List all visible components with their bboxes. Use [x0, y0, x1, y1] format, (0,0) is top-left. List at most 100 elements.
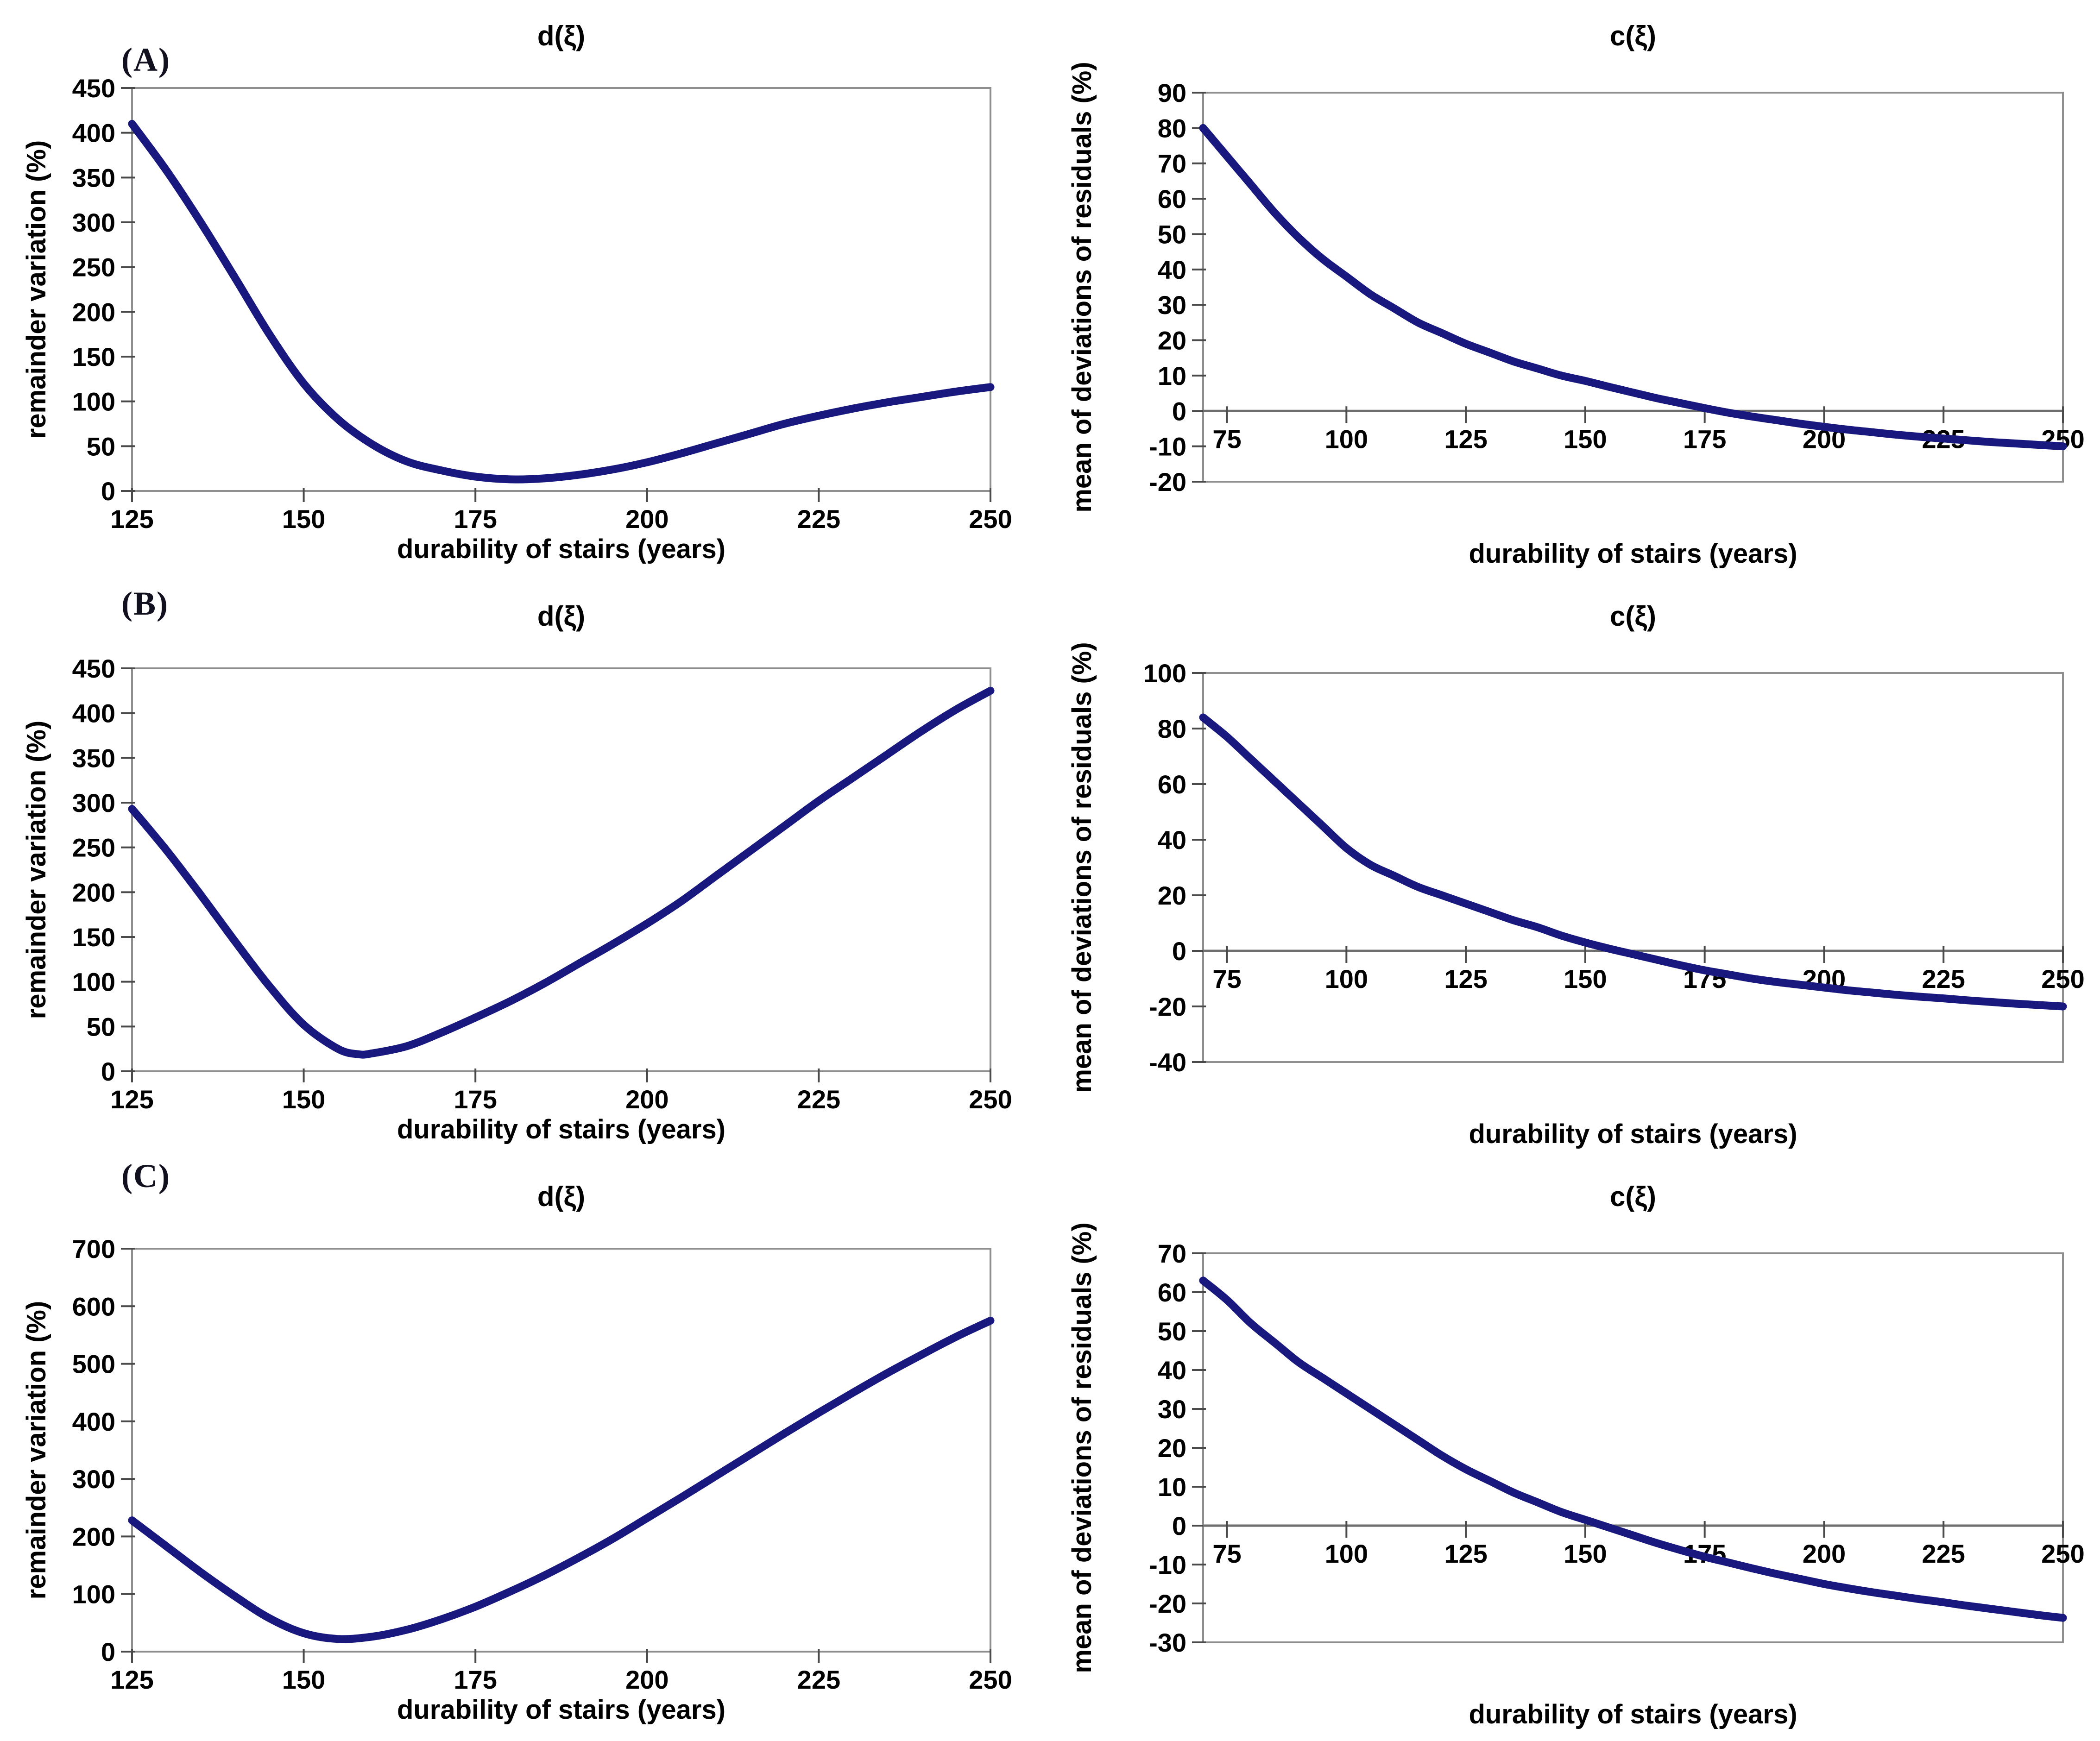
- plot-frame: [131, 87, 991, 492]
- y-tick-label: 150: [72, 923, 115, 952]
- x-tick-label: 175: [454, 1085, 497, 1114]
- chart-panel-a-c-xi: c(ξ) durability of stairs (years) mean of …: [1050, 0, 2100, 580]
- x-axis-label: durability of stairs (years): [397, 1114, 725, 1144]
- y-axis-label: remainder variation (%): [21, 140, 51, 439]
- x-tick-label: 200: [625, 1665, 668, 1694]
- y-axis-label: mean of deviations of residuals (%): [1067, 62, 1097, 512]
- data-curve: [128, 119, 995, 484]
- y-tick-label: 40: [1158, 255, 1186, 284]
- x-tick-label: 250: [2041, 964, 2084, 993]
- y-tick-label: 0: [101, 1057, 115, 1086]
- x-tick-label: 250: [969, 1085, 1012, 1114]
- x-tick-label: 175: [454, 504, 497, 534]
- plot-frame: [131, 667, 991, 1072]
- y-tick-label: -30: [1149, 1628, 1186, 1657]
- x-tick-label: 225: [797, 504, 840, 534]
- y-tick-label: 70: [1158, 149, 1186, 178]
- y-tick-label: 60: [1158, 770, 1186, 799]
- chart-canvas-a-c-xi: c(ξ) durability of stairs (years) mean of …: [1067, 20, 2085, 569]
- y-tick-label: 20: [1158, 881, 1186, 910]
- y-tick-label: 450: [72, 74, 115, 103]
- y-tick-label: 0: [101, 1637, 115, 1666]
- y-tick-label: 0: [1172, 1511, 1186, 1540]
- y-axis-label: remainder variation (%): [21, 721, 51, 1019]
- x-tick-label: 125: [110, 504, 153, 534]
- y-tick-label: 300: [72, 788, 115, 817]
- x-tick-label: 225: [1922, 964, 1965, 993]
- y-tick-label: -20: [1149, 1589, 1186, 1618]
- x-tick-label: 150: [1564, 424, 1607, 453]
- chart-title: c(ξ): [1610, 601, 1656, 632]
- x-tick-label: 125: [1444, 964, 1487, 993]
- y-tick-label: 50: [87, 1012, 115, 1041]
- x-axis-label: durability of stairs (years): [1469, 539, 1797, 569]
- chart-title: d(ξ): [537, 20, 585, 51]
- y-tick-label: 50: [1158, 220, 1186, 249]
- y-tick-label: 350: [72, 743, 115, 773]
- y-tick-label: 600: [72, 1292, 115, 1321]
- chart-panel-c-d-xi: d(ξ) durability of stairs (years) remainde…: [0, 1161, 1050, 1741]
- y-tick-label: -40: [1149, 1048, 1186, 1077]
- y-tick-label: 0: [1172, 936, 1186, 966]
- x-tick-label: 150: [282, 1665, 325, 1694]
- chart-canvas-c-c-xi: c(ξ) durability of stairs (years) mean of …: [1067, 1181, 2085, 1729]
- y-tick-label: 100: [1143, 659, 1186, 688]
- data-curve: [128, 686, 995, 1059]
- y-tick-label: 150: [72, 342, 115, 371]
- y-tick-label: 70: [1158, 1239, 1186, 1268]
- x-tick-label: 250: [969, 1665, 1012, 1694]
- panel-label-b: (B): [121, 585, 169, 622]
- y-tick-label: 10: [1158, 1472, 1186, 1502]
- y-tick-label: 40: [1158, 1356, 1186, 1385]
- y-tick-label: 30: [1158, 290, 1186, 320]
- y-tick-label: 250: [72, 833, 115, 862]
- y-axis-label: remainder variation (%): [21, 1301, 51, 1600]
- y-tick-label: 40: [1158, 825, 1186, 855]
- x-axis-label: durability of stairs (years): [397, 1695, 725, 1725]
- y-tick-label: 80: [1158, 714, 1186, 743]
- y-tick-label: 400: [72, 119, 115, 148]
- y-tick-label: 500: [72, 1350, 115, 1379]
- chart-canvas-c-d-xi: d(ξ) durability of stairs (years) remainde…: [21, 1181, 1012, 1725]
- y-tick-label: 80: [1158, 113, 1186, 143]
- y-tick-label: 400: [72, 1407, 115, 1436]
- chart-panel-b-c-xi: c(ξ) durability of stairs (years) mean of …: [1050, 580, 2100, 1161]
- chart-panel-a-d-xi: d(ξ) durability of stairs (years) remainde…: [0, 0, 1050, 580]
- y-tick-label: -10: [1149, 1550, 1186, 1579]
- x-axis-label: durability of stairs (years): [1469, 1119, 1797, 1149]
- y-axis-label: mean of deviations of residuals (%): [1067, 642, 1097, 1093]
- chart-canvas-b-d-xi: d(ξ) durability of stairs (years) remainde…: [21, 601, 1012, 1144]
- y-axis-label: mean of deviations of residuals (%): [1067, 1222, 1097, 1673]
- plot-frame: [1202, 92, 2064, 483]
- x-tick-label: 125: [110, 1665, 153, 1694]
- y-tick-label: 300: [72, 1464, 115, 1494]
- x-tick-label: 225: [797, 1085, 840, 1114]
- y-tick-label: -10: [1149, 432, 1186, 461]
- x-tick-label: 100: [1325, 964, 1368, 993]
- y-tick-label: 100: [72, 968, 115, 997]
- y-tick-label: 350: [72, 163, 115, 192]
- y-tick-label: 0: [1172, 396, 1186, 426]
- y-tick-label: 200: [72, 1522, 115, 1551]
- y-tick-label: 50: [87, 432, 115, 461]
- y-tick-label: 20: [1158, 326, 1186, 355]
- x-tick-label: 150: [282, 1085, 325, 1114]
- x-tick-label: 200: [1803, 1539, 1846, 1568]
- x-tick-label: 125: [1444, 1539, 1487, 1568]
- y-tick-label: 0: [101, 477, 115, 506]
- chart-canvas-b-c-xi: c(ξ) durability of stairs (years) mean of …: [1067, 601, 2085, 1149]
- data-curve: [1199, 713, 2067, 1011]
- data-curve: [128, 1316, 995, 1643]
- chart-title: c(ξ): [1610, 20, 1656, 51]
- chart-panel-b-d-xi: d(ξ) durability of stairs (years) remainde…: [0, 580, 1050, 1161]
- x-tick-label: 150: [1564, 1539, 1607, 1568]
- chart-title: d(ξ): [537, 601, 585, 632]
- y-tick-label: 200: [72, 297, 115, 327]
- data-curve: [1199, 124, 2067, 451]
- x-tick-label: 100: [1325, 1539, 1368, 1568]
- x-tick-label: 125: [110, 1085, 153, 1114]
- x-tick-label: 225: [1922, 1539, 1965, 1568]
- x-tick-label: 150: [282, 504, 325, 534]
- y-tick-label: -20: [1149, 467, 1186, 497]
